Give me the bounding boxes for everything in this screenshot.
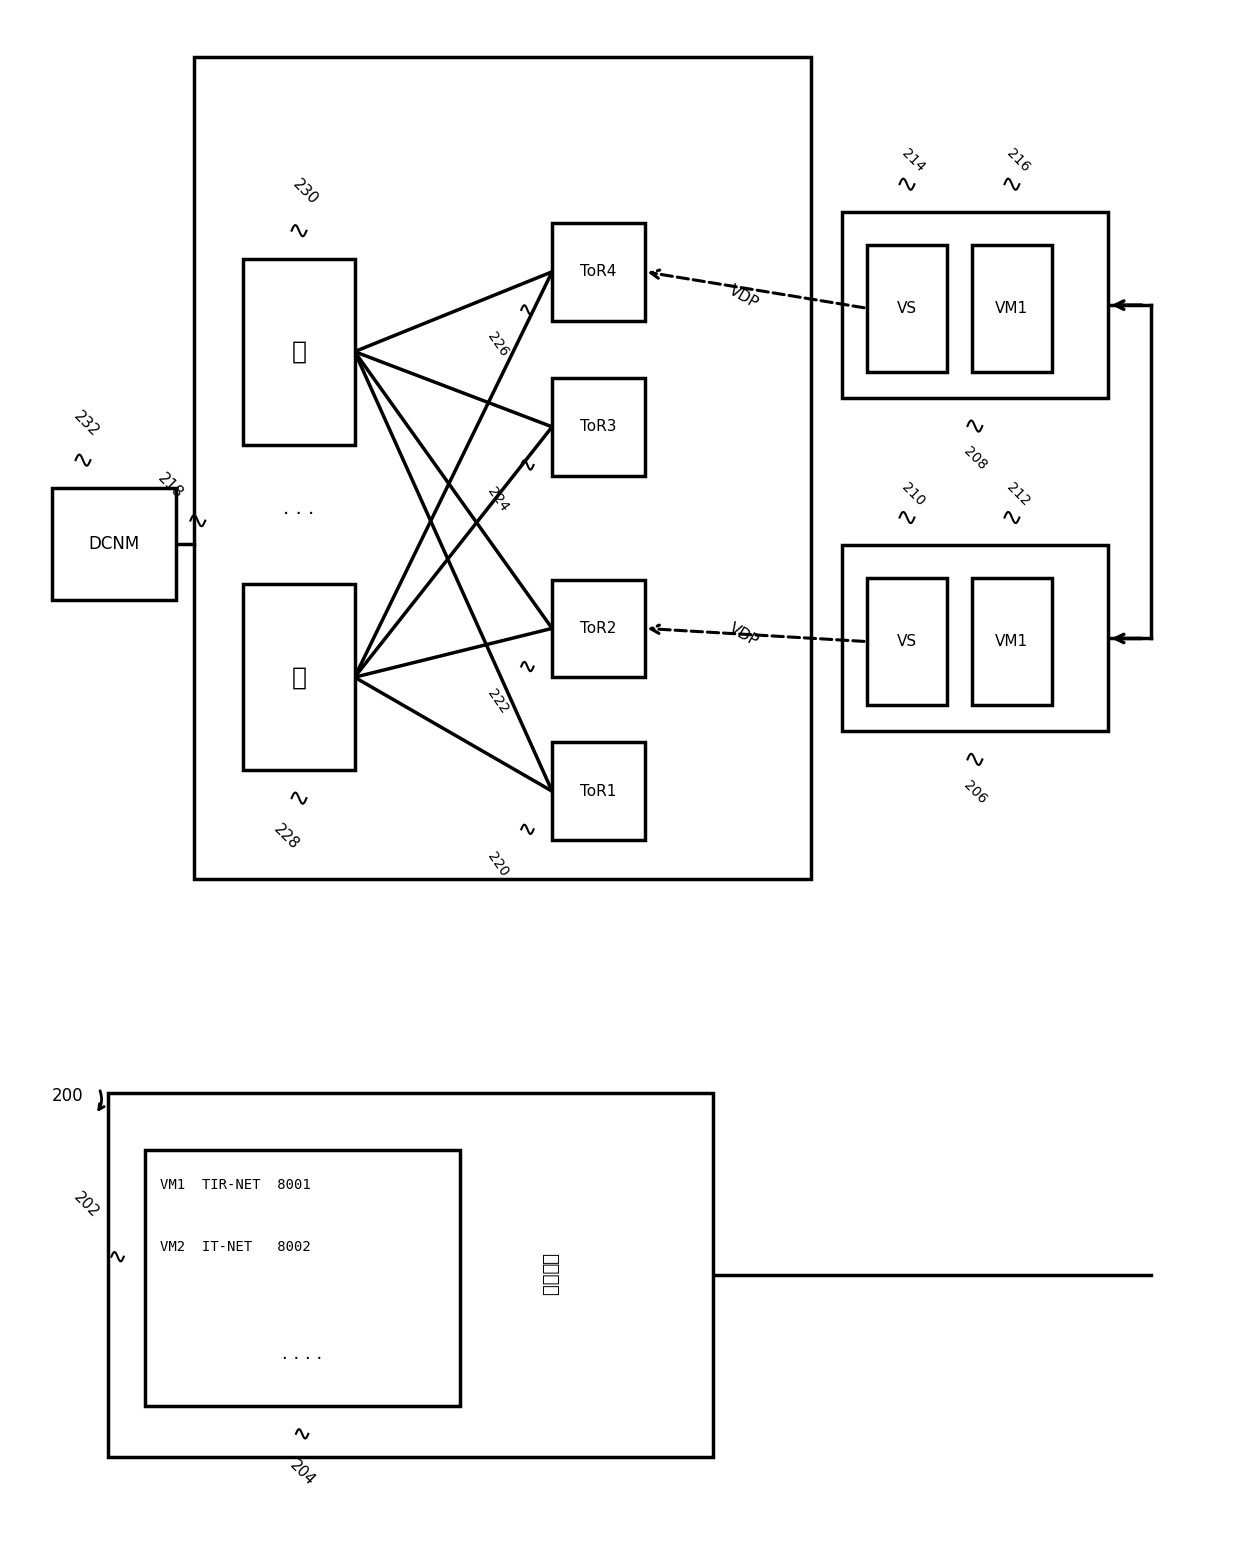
Bar <box>145 1150 460 1407</box>
Text: ToR4: ToR4 <box>580 265 616 279</box>
Text: ToR3: ToR3 <box>580 419 616 434</box>
Text: ToR1: ToR1 <box>580 784 616 798</box>
Bar <box>552 378 645 476</box>
Text: 226: 226 <box>485 330 511 359</box>
Bar <box>842 546 1107 731</box>
Text: 228: 228 <box>272 822 303 853</box>
Text: VM1: VM1 <box>996 300 1028 316</box>
Text: 216: 216 <box>1004 146 1033 176</box>
Text: VM1: VM1 <box>996 633 1028 649</box>
Bar <box>195 58 811 879</box>
Bar <box>552 223 645 321</box>
Text: VDP: VDP <box>727 283 761 311</box>
Text: 202: 202 <box>71 1189 102 1220</box>
Text: 220: 220 <box>485 850 511 879</box>
Text: 淳: 淳 <box>291 339 306 364</box>
Text: VM1  TIR-NET  8001: VM1 TIR-NET 8001 <box>160 1178 310 1192</box>
Bar <box>972 577 1052 705</box>
Text: · · ·: · · · <box>284 506 315 524</box>
Bar <box>243 258 355 445</box>
Text: ToR2: ToR2 <box>580 621 616 636</box>
Bar <box>552 742 645 840</box>
Text: 224: 224 <box>485 485 511 515</box>
Text: 208: 208 <box>961 445 990 473</box>
Text: 214: 214 <box>899 146 928 176</box>
Text: 230: 230 <box>290 176 321 207</box>
Bar <box>52 489 176 599</box>
Text: 232: 232 <box>71 409 102 440</box>
Text: · · · ·: · · · · <box>281 1351 322 1368</box>
Text: 淳: 淳 <box>291 666 306 689</box>
Text: 218: 218 <box>155 471 186 503</box>
Text: 开放状态: 开放状态 <box>541 1254 558 1296</box>
Text: DCNM: DCNM <box>88 535 140 552</box>
Text: 212: 212 <box>1004 479 1033 509</box>
Text: VM2  IT-NET   8002: VM2 IT-NET 8002 <box>160 1240 310 1254</box>
Text: 222: 222 <box>485 686 511 716</box>
Text: 210: 210 <box>899 479 928 509</box>
Bar <box>842 212 1107 398</box>
Bar <box>867 244 947 372</box>
Text: VS: VS <box>897 300 918 316</box>
Text: VS: VS <box>897 633 918 649</box>
Text: 206: 206 <box>961 778 990 806</box>
Text: 204: 204 <box>286 1456 317 1488</box>
Bar <box>552 579 645 677</box>
Bar <box>867 577 947 705</box>
Text: VDP: VDP <box>727 621 761 650</box>
Bar <box>243 584 355 770</box>
Bar <box>108 1092 713 1456</box>
Text: 200: 200 <box>52 1086 84 1105</box>
Bar <box>972 244 1052 372</box>
